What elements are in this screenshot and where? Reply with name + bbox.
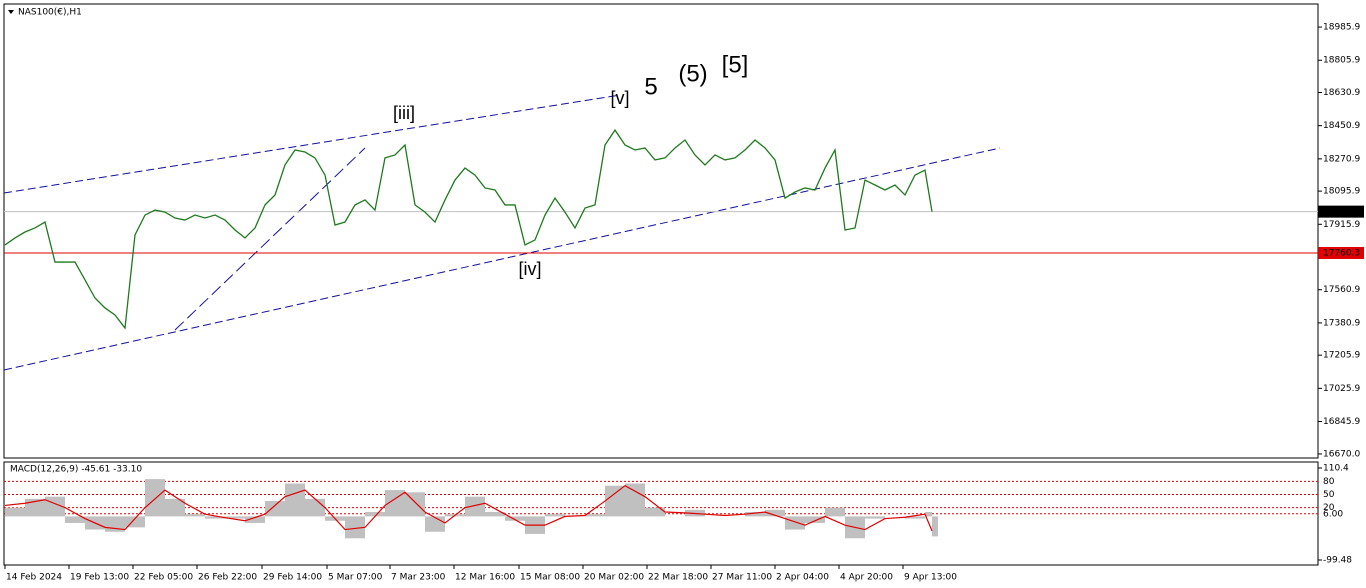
- macd-bar: [305, 498, 325, 517]
- macd-bar: [165, 498, 185, 517]
- macd-bar: [605, 485, 625, 517]
- macd-bar: [765, 509, 785, 517]
- channel-line: [174, 147, 366, 331]
- y-tick-label: 18450.9: [1323, 121, 1360, 131]
- x-tick-label: 5 Mar 07:00: [328, 573, 383, 583]
- y-tick-label: 50: [1323, 490, 1335, 500]
- macd-bar: [505, 516, 525, 521]
- price-line-series: [4, 128, 933, 330]
- y-tick-label: 18270.9: [1323, 154, 1360, 164]
- macd-bar: [585, 514, 605, 517]
- level-label: 17760.3: [1323, 248, 1360, 258]
- wave-label: [5]: [722, 51, 749, 78]
- macd-bar: [405, 492, 425, 517]
- macd-bar: [225, 516, 245, 519]
- macd-bar: [805, 516, 825, 523]
- wave-label: 5: [644, 73, 657, 100]
- y-tick-label: 16670.0: [1323, 449, 1360, 459]
- y-tick-label: 80: [1323, 477, 1335, 487]
- x-tick-label: 26 Feb 22:00: [198, 573, 257, 583]
- wave-label: (5): [678, 60, 707, 87]
- x-tick-label: 7 Mar 23:00: [391, 573, 446, 583]
- macd-bar: [265, 501, 285, 517]
- macd-bar: [932, 516, 938, 537]
- macd-bar: [485, 512, 505, 517]
- macd-bar: [785, 516, 805, 530]
- macd-bar: [25, 498, 45, 517]
- signal-line: [4, 484, 933, 532]
- x-tick-label: 15 Mar 08:00: [520, 573, 580, 583]
- y-tick-label: 17380.9: [1323, 318, 1360, 328]
- macd-bar: [345, 516, 365, 539]
- x-tick-label: 27 Mar 11:00: [712, 573, 772, 583]
- x-tick-label: 12 Mar 16:00: [455, 573, 515, 583]
- macd-bar: [645, 507, 665, 517]
- y-tick-label: 17025.9: [1323, 384, 1360, 394]
- x-tick-label: 20 Mar 02:00: [584, 573, 644, 583]
- macd-title: MACD(12,26,9) -45.61 -33.10: [10, 465, 142, 475]
- y-tick-label: -99.48: [1323, 556, 1352, 566]
- y-tick-label: 6.00: [1323, 509, 1343, 519]
- x-tick-label: 2 Apr 04:00: [776, 573, 829, 583]
- macd-bar: [425, 516, 445, 532]
- macd-bar: [365, 512, 385, 517]
- macd-bar: [65, 516, 85, 523]
- menu-arrow[interactable]: [8, 10, 14, 14]
- wave-label: [iv]: [518, 259, 541, 279]
- macd-bar: [865, 516, 885, 519]
- channel-line: [3, 94, 621, 194]
- x-tick-label: 9 Apr 13:00: [904, 573, 957, 583]
- x-tick-label: 29 Feb 14:00: [263, 573, 322, 583]
- channel-line: [3, 147, 1001, 371]
- macd-bar: [205, 516, 225, 519]
- macd-bar: [625, 483, 645, 517]
- level-label-box: [1318, 246, 1364, 259]
- macd-bar: [245, 516, 265, 523]
- y-tick-label: 18095.9: [1323, 187, 1360, 197]
- macd-bar: [5, 507, 25, 517]
- y-tick-label: 18805.9: [1323, 56, 1360, 66]
- x-tick-label: 22 Mar 18:00: [648, 573, 708, 583]
- macd-bar: [385, 490, 405, 517]
- y-tick-label: 110.4: [1323, 464, 1349, 474]
- macd-bar: [285, 483, 305, 517]
- macd-bar: [185, 514, 205, 517]
- x-tick-label: 4 Apr 20:00: [840, 573, 893, 583]
- x-tick-label: 19 Feb 13:00: [70, 573, 129, 583]
- price-label: 17984.6: [1323, 207, 1360, 217]
- macd-bar: [465, 496, 485, 517]
- x-tick-label: 14 Feb 2024: [6, 573, 62, 583]
- y-tick-label: 20: [1323, 503, 1335, 513]
- x-tick-label: 22 Feb 05:00: [134, 573, 193, 583]
- macd-bar: [745, 512, 765, 517]
- macd-bar: [825, 507, 845, 517]
- wave-label: [v]: [610, 88, 629, 108]
- wave-label: [iii]: [393, 103, 415, 123]
- y-tick-label: 17205.9: [1323, 351, 1360, 361]
- chart-title: NAS100(€),H1: [18, 8, 82, 18]
- macd-bar: [905, 516, 925, 519]
- macd-bar: [545, 514, 565, 517]
- y-tick-label: 18630.9: [1323, 88, 1360, 98]
- price-label-box: [1318, 205, 1364, 218]
- y-tick-label: 17560.9: [1323, 285, 1360, 295]
- y-tick-label: 16845.9: [1323, 417, 1360, 427]
- macd-bar: [125, 516, 145, 528]
- macd-bar: [925, 512, 932, 517]
- y-tick-label: 17915.9: [1323, 220, 1360, 230]
- macd-bar: [145, 479, 165, 517]
- y-tick-label: 18985.9: [1323, 23, 1360, 33]
- main-panel: [3, 3, 1319, 459]
